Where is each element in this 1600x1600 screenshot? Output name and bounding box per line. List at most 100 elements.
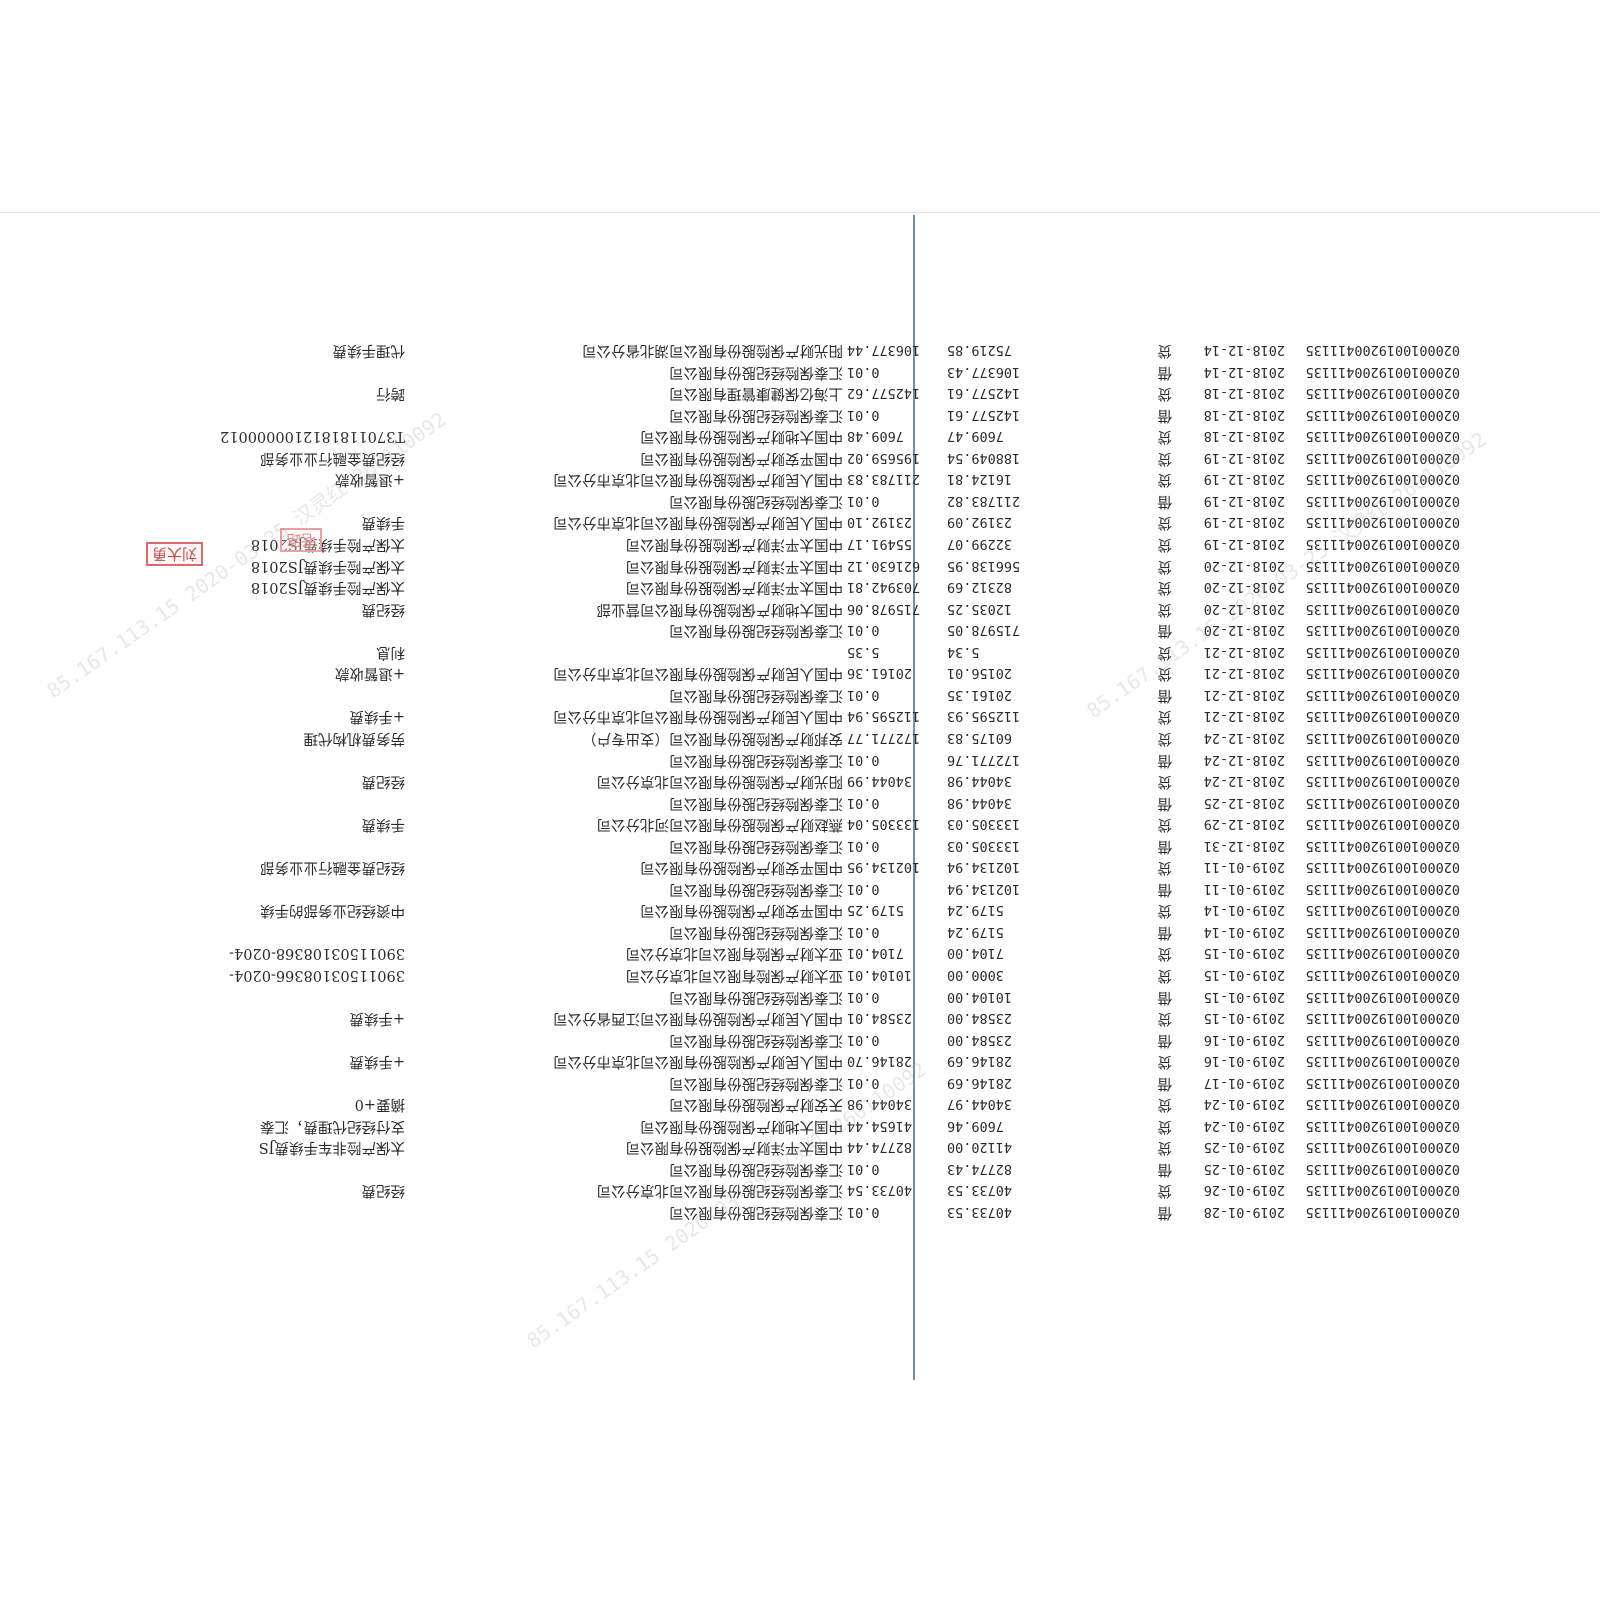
- row-date: 2018-12-14: [1203, 342, 1285, 359]
- row-direction: 借: [1157, 363, 1173, 380]
- row-balance: 82774.44: [847, 1139, 913, 1156]
- row-counterparty: 中国人民财产保险股份有限公司江西省分公司: [553, 1010, 843, 1027]
- row-balance: 142577.62: [847, 385, 921, 402]
- row-amount: 5179.24: [947, 923, 1004, 940]
- seal-stamp-text: 刘大勇: [152, 545, 198, 563]
- row-direction: 贷: [1157, 449, 1173, 466]
- row-balance: 0.01: [847, 880, 880, 897]
- row-balance: 20161.36: [847, 665, 913, 682]
- row-account: 020001001920041113​5: [1305, 1204, 1460, 1220]
- row-balance: 5179.25: [847, 902, 904, 919]
- row-amount: 34044.98: [947, 794, 1013, 811]
- row-amount: 133305.03: [947, 816, 1021, 833]
- row-counterparty: 汇泰保险经纪股份有限公司: [669, 363, 843, 380]
- row-counterparty: 汇泰保险经纪股份有限公司: [669, 794, 843, 811]
- row-amount: 75219.85: [947, 342, 1013, 359]
- row-direction: 贷: [1157, 708, 1173, 725]
- row-counterparty: 汇泰保险经纪股份有限公司: [669, 880, 843, 897]
- row-amount: 16124.81: [947, 471, 1013, 488]
- row-memo: 利息: [376, 643, 405, 660]
- table-row: 0200010019200411135 2019-01-14 借 5179.24 0.0…: [360, 920, 1460, 942]
- row-balance: 0.01: [847, 837, 880, 854]
- row-date: 2018-12-19: [1203, 514, 1285, 531]
- row-direction: 借: [1157, 1031, 1173, 1048]
- row-account: 0200010019200411135: [1305, 385, 1460, 402]
- row-counterparty: 汇泰保险经纪股份有限公司: [669, 1074, 843, 1091]
- row-account: 0200010019200411135: [1305, 1160, 1460, 1177]
- row-balance: 0.01: [847, 1160, 880, 1177]
- row-amount: 7609.47: [947, 428, 1004, 445]
- row-memo: 摘要+0: [354, 1096, 405, 1113]
- row-balance: 106377.44: [847, 342, 921, 359]
- table-row: 0200010019200411135 2018-12-21 贷 112595.93 1…: [349, 705, 1460, 727]
- row-direction: 贷: [1157, 1053, 1173, 1070]
- row-memo: 支付经纪代理费，汇泰: [260, 1117, 405, 1134]
- row-amount: 172771.76: [947, 751, 1021, 768]
- row-balance: 0.01: [847, 988, 880, 1005]
- table-row: 0200010019200411135 2018-12-14 借 106377.43 0…: [360, 360, 1460, 382]
- row-direction: 借: [1157, 1160, 1173, 1177]
- row-amount: 566138.95: [947, 557, 1021, 574]
- row-account: 0200010019200411135: [1305, 859, 1460, 876]
- row-direction: 借: [1157, 1204, 1173, 1220]
- row-amount: 211783.82: [947, 492, 1021, 509]
- row-counterparty: 中国人民财产保险股份有限公司北京市分公司: [553, 708, 843, 725]
- row-amount: 5179.24: [947, 902, 1004, 919]
- row-memo: +手续费: [349, 1010, 405, 1027]
- table-row: 0200010019200411135 2018-12-25 借 34044.98 0.…: [360, 791, 1460, 813]
- row-account: 0200010019200411135: [1305, 1074, 1460, 1091]
- row-date: 2018-12-31: [1203, 837, 1285, 854]
- row-date: 2018-12-18: [1203, 385, 1285, 402]
- row-amount: 7609.46: [947, 1117, 1004, 1134]
- row-memo: +退暂收款: [334, 665, 405, 682]
- row-direction: 借: [1157, 988, 1173, 1005]
- row-direction: 贷: [1157, 1117, 1173, 1134]
- row-balance: 0.01: [847, 622, 880, 639]
- row-date: 2018-12-21: [1203, 686, 1285, 703]
- row-balance: 102134.95: [847, 859, 921, 876]
- row-account: 0200010019200411135: [1305, 708, 1460, 725]
- row-counterparty: 天安财产保险股份有限公司: [669, 1096, 843, 1113]
- row-amount: 60175.83: [947, 729, 1013, 746]
- row-counterparty: 中国大地财产保险股份有限公司营业部: [596, 600, 844, 617]
- row-direction: 贷: [1157, 385, 1173, 402]
- row-counterparty: 中国人民财产保险股份有限公司北京市分公司: [553, 1053, 843, 1070]
- row-counterparty: 汇泰保险经纪股份有限公司: [669, 1204, 843, 1220]
- row-account: 0200010019200411135: [1305, 1010, 1460, 1027]
- row-balance: 0.01: [847, 1204, 880, 1220]
- row-date: 2019-01-15: [1203, 945, 1285, 962]
- row-amount: 10104.00: [947, 988, 1013, 1005]
- row-balance: 0.01: [847, 751, 880, 768]
- row-account: 0200010019200411135: [1305, 966, 1460, 983]
- row-memo: 经纪费: [361, 773, 406, 790]
- table-row: 0200010019200411135 2019-01-26 贷 40733.53 40…: [360, 1179, 1461, 1201]
- row-direction: 贷: [1157, 729, 1173, 746]
- row-memo: 代理手续费: [332, 342, 406, 359]
- row-balance: 23584.01: [847, 1010, 913, 1027]
- row-amount: 23192.09: [947, 514, 1013, 531]
- row-amount: 82312.69: [947, 579, 1013, 596]
- row-direction: 借: [1157, 794, 1173, 811]
- row-counterparty: 汇泰保险经纪股份有限公司北京分公司: [596, 1182, 844, 1199]
- row-counterparty: 阳光财产保险股份有限公司湖北省分公司: [582, 342, 843, 359]
- table-row: 0200010019200411135 2019-01-16 借 23584.00 0.…: [360, 1028, 1460, 1050]
- row-amount: 3000.00: [947, 966, 1004, 983]
- row-account: 0200010019200411135: [1305, 773, 1460, 790]
- row-account: 0200010019200411135: [1305, 428, 1460, 445]
- row-amount: 20161.35: [947, 686, 1013, 703]
- row-direction: 借: [1157, 686, 1173, 703]
- row-balance: 10104.01: [847, 966, 913, 983]
- row-date: 2018-12-18: [1203, 428, 1285, 445]
- row-counterparty: 中国平安财产保险股份有限公司: [640, 449, 843, 466]
- row-counterparty: 汇泰保险经纪股份有限公司: [669, 751, 843, 768]
- row-direction: 贷: [1157, 1182, 1173, 1199]
- row-memo: 太保产险非车手续费JS: [258, 1139, 405, 1156]
- row-date: 2018-12-19: [1203, 492, 1285, 509]
- row-direction: 贷: [1157, 1139, 1173, 1156]
- row-date: 2019-01-14: [1203, 923, 1285, 940]
- row-counterparty: 燕赵财产保险股份有限公司河北分公司: [596, 816, 844, 833]
- row-date: 2019-01-25: [1203, 1160, 1285, 1177]
- row-direction: 贷: [1157, 859, 1173, 876]
- table-row: 0200010019200411135 2018-12-19 贷 16124.81 21…: [335, 468, 1460, 490]
